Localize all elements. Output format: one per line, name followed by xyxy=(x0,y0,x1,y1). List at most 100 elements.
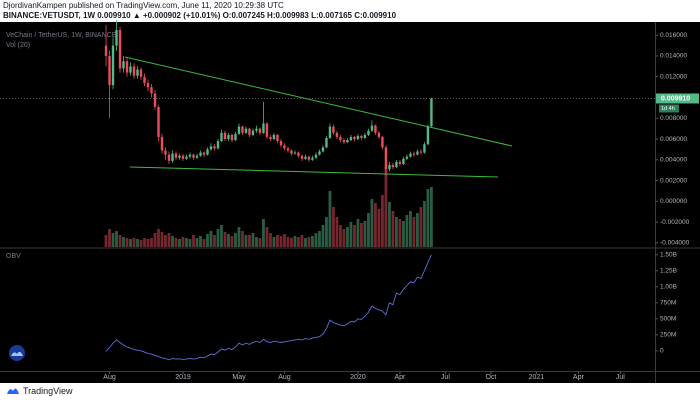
candle-body xyxy=(402,158,405,164)
candle-body xyxy=(314,154,318,158)
y-tick-label: 0.012000 xyxy=(660,74,687,81)
symbol-line: BINANCE:VETUSDT, 1W 0.009910 ▲ +0.000902… xyxy=(3,11,397,20)
volume-bar xyxy=(251,233,255,247)
chart: VeChain / TetherUS, 1W, BINANCE Vol (20)… xyxy=(0,19,700,383)
volume-bar xyxy=(346,227,349,247)
candle-body xyxy=(136,69,139,76)
y-tick-label: 0.008000 xyxy=(660,115,687,122)
x-tick-label: Aug xyxy=(103,374,116,381)
candle-body xyxy=(346,140,349,143)
candle-body xyxy=(241,126,244,133)
candle-body xyxy=(384,147,388,170)
candle-body xyxy=(290,150,293,154)
volume-bar xyxy=(332,207,335,247)
x-tick-label: Jul xyxy=(441,374,450,381)
candle-body xyxy=(108,56,111,86)
brand-text: TradingView xyxy=(23,386,73,396)
candle-body xyxy=(262,123,265,133)
y-tick-label: 0.006000 xyxy=(660,136,687,143)
candle-body xyxy=(381,136,384,148)
candle-body xyxy=(150,87,153,94)
volume-bar xyxy=(286,237,290,247)
volume-bar xyxy=(342,229,346,247)
candle-body xyxy=(125,61,129,73)
volume-bar xyxy=(258,238,262,247)
volume-bar xyxy=(353,225,356,247)
candle-body xyxy=(360,135,363,139)
candle-body xyxy=(426,126,430,145)
candle-body xyxy=(391,165,395,168)
candle-body xyxy=(206,149,209,155)
candle-body xyxy=(325,138,328,148)
candle-body xyxy=(167,154,171,161)
volume-bar xyxy=(150,238,153,247)
volume-bar xyxy=(293,236,297,247)
volume-bar xyxy=(430,187,433,247)
candle-body xyxy=(202,152,206,155)
candle-body xyxy=(139,69,143,77)
volume-bar xyxy=(237,227,241,247)
candle-body xyxy=(178,155,181,158)
x-tick-label: 2019 xyxy=(175,374,191,381)
price-box xyxy=(656,93,699,104)
candle-body xyxy=(286,148,290,151)
volume-bar xyxy=(265,227,269,247)
candle-body xyxy=(164,150,167,155)
obv-legend: OBV xyxy=(6,253,21,260)
candle-body xyxy=(374,125,377,133)
candle-body xyxy=(216,141,220,149)
volume-bar xyxy=(262,219,265,247)
candle-body xyxy=(318,151,321,155)
price-legend: VeChain / TetherUS, 1W, BINANCE xyxy=(6,32,117,39)
volume-bar xyxy=(398,219,402,247)
candle-body xyxy=(398,161,402,164)
volume-bar xyxy=(255,237,258,247)
x-tick-label: Oct xyxy=(485,374,496,381)
candle-body xyxy=(363,134,367,139)
candle-body xyxy=(192,154,195,158)
candle-body xyxy=(332,126,335,133)
volume-bar xyxy=(325,217,328,247)
volume-bar xyxy=(164,235,167,247)
candle-body xyxy=(185,156,188,159)
y-tick-label: 0 xyxy=(660,348,664,355)
chart-background xyxy=(0,22,700,383)
candle-body xyxy=(223,132,227,140)
candle-body xyxy=(395,161,398,168)
volume-bar xyxy=(178,239,181,247)
candle-body xyxy=(146,83,150,88)
volume-bar xyxy=(104,235,108,247)
candle-body xyxy=(160,136,164,151)
volume-bar xyxy=(279,236,283,247)
candle-body xyxy=(258,128,262,133)
candle-body xyxy=(311,157,314,160)
candle-body xyxy=(157,106,160,137)
volume-bar xyxy=(311,236,314,247)
footer-brand: TradingView xyxy=(6,386,73,396)
volume-bar xyxy=(370,199,374,247)
candle-body xyxy=(283,145,286,149)
volume-bar xyxy=(360,223,363,247)
volume-bar xyxy=(300,235,304,247)
candle-body xyxy=(272,134,276,140)
volume-bar xyxy=(220,225,223,247)
candle-body xyxy=(244,128,248,133)
volume-bar xyxy=(419,207,423,247)
y-tick-label: 0.016000 xyxy=(660,32,687,39)
volume-bar xyxy=(139,240,143,247)
candle-body xyxy=(328,126,332,139)
volume-bar xyxy=(230,236,234,247)
volume-bar xyxy=(381,195,384,247)
volume-bar xyxy=(216,229,220,247)
candle-body xyxy=(199,152,202,156)
volume-bar xyxy=(384,167,388,247)
volume-bar xyxy=(118,235,122,247)
logo-icon xyxy=(9,345,25,361)
candle-body xyxy=(111,45,115,86)
volume-bar xyxy=(244,235,248,247)
candle-body xyxy=(276,134,279,142)
volume-bar xyxy=(143,238,146,247)
volume-bar xyxy=(290,238,293,247)
volume-bar xyxy=(367,213,370,247)
candle-body xyxy=(356,135,360,140)
